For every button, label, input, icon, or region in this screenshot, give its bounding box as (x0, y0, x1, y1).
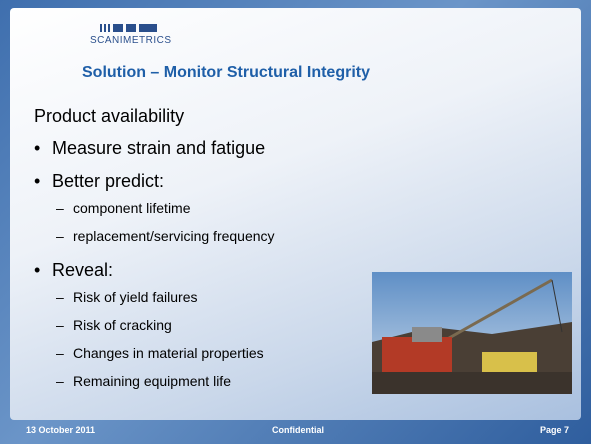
dash-marker: – (56, 317, 64, 333)
dash-marker: – (56, 200, 64, 216)
logo-mark (100, 22, 160, 34)
bullet-marker: • (34, 260, 40, 281)
bullet-marker: • (34, 138, 40, 159)
equipment-photo (372, 272, 572, 394)
sub-item-text: Risk of cracking (73, 317, 172, 333)
logo-text: SCANIMETRICS (90, 35, 172, 46)
slide: SCANIMETRICS Solution – Monitor Structur… (0, 0, 591, 444)
bullet-text: Reveal: (52, 260, 113, 281)
dash-marker: – (56, 228, 64, 244)
heading: Product availability (34, 106, 184, 127)
bullet-text: Better predict: (52, 171, 164, 192)
dash-marker: – (56, 345, 64, 361)
slide-title: Solution – Monitor Structural Integrity (82, 64, 370, 82)
footer-label: Confidential (272, 425, 324, 435)
bullet-marker: • (34, 171, 40, 192)
sub-item-text: Risk of yield failures (73, 289, 198, 305)
sub-item-text: component lifetime (73, 200, 191, 216)
sub-item-text: Changes in material properties (73, 345, 264, 361)
bullet-text: Measure strain and fatigue (52, 138, 265, 159)
dash-marker: – (56, 373, 64, 389)
sub-item-text: replacement/servicing frequency (73, 228, 275, 244)
footer-date: 13 October 2011 (26, 425, 95, 435)
sub-item-text: Remaining equipment life (73, 373, 231, 389)
footer-page: Page 7 (540, 425, 569, 435)
dash-marker: – (56, 289, 64, 305)
